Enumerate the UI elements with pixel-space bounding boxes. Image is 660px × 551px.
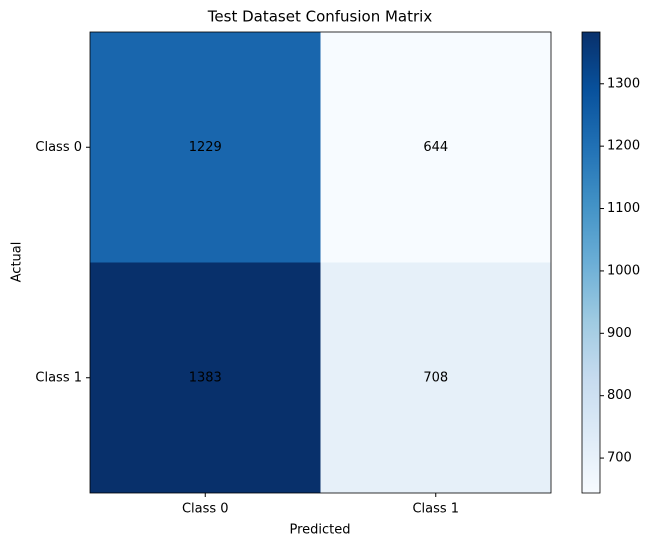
heatmap-cell	[320, 262, 551, 493]
y-axis-label: Actual	[10, 242, 25, 283]
cell-label: 708	[423, 370, 448, 385]
colorbar-tick-label: 1300	[607, 76, 640, 91]
colorbar-tick-label: 900	[607, 326, 632, 341]
colorbar-tick-label: 800	[607, 388, 632, 403]
y-tick-label: Class 0	[35, 140, 82, 155]
heatmap-cell	[90, 262, 321, 493]
colorbar-tick-label: 700	[607, 451, 632, 466]
x-tick-label: Class 0	[182, 502, 229, 517]
colorbar-tick-label: 1200	[607, 139, 640, 154]
cell-label: 644	[423, 140, 448, 155]
colorbar-tick-label: 1000	[607, 263, 640, 278]
colorbar	[581, 31, 601, 494]
heatmap-cell	[320, 32, 551, 263]
y-tick-label: Class 1	[35, 370, 82, 385]
x-tick-label: Class 1	[412, 502, 459, 517]
colorbar-tick-label: 1100	[607, 201, 640, 216]
chart-title: Test Dataset Confusion Matrix	[207, 8, 433, 26]
x-axis-label: Predicted	[289, 523, 350, 538]
cell-label: 1383	[189, 370, 222, 385]
plot-frame	[89, 31, 552, 494]
heatmap-cell	[90, 32, 321, 263]
cell-label: 1229	[189, 140, 222, 155]
